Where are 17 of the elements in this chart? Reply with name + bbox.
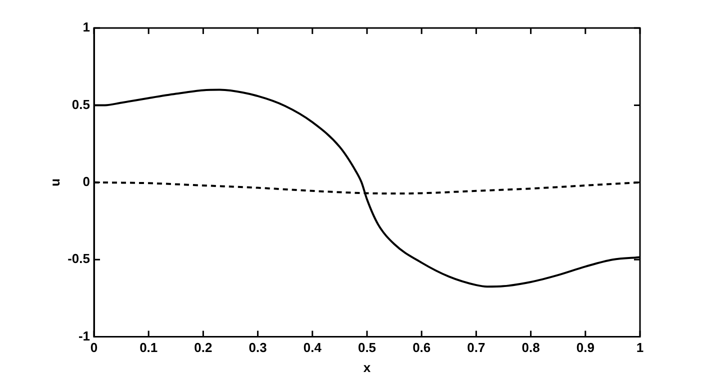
x-tick-label: 1 — [636, 340, 644, 356]
y-tick-label: -0.5 — [68, 251, 90, 266]
x-tick-label: 0.9 — [576, 340, 594, 356]
x-tick-label: 0.6 — [412, 340, 431, 356]
x-tick-label: 0.3 — [248, 340, 267, 356]
x-axis-title: x — [363, 360, 372, 375]
x-tick-label: 0.2 — [194, 340, 212, 356]
x-tick-label: 0.8 — [522, 340, 540, 356]
x-tick-label: 0.4 — [303, 340, 322, 356]
y-axis-title: u — [47, 178, 62, 186]
x-tick-label: 0.1 — [140, 340, 158, 356]
y-tick-label: 1 — [82, 20, 90, 35]
x-tick-label: 0.5 — [358, 340, 376, 356]
y-tick-label: 0 — [82, 174, 90, 189]
y-tick-label: 0.5 — [72, 96, 90, 112]
x-tick-label: 0.7 — [467, 340, 486, 356]
y-tick-label: -1 — [78, 328, 90, 344]
